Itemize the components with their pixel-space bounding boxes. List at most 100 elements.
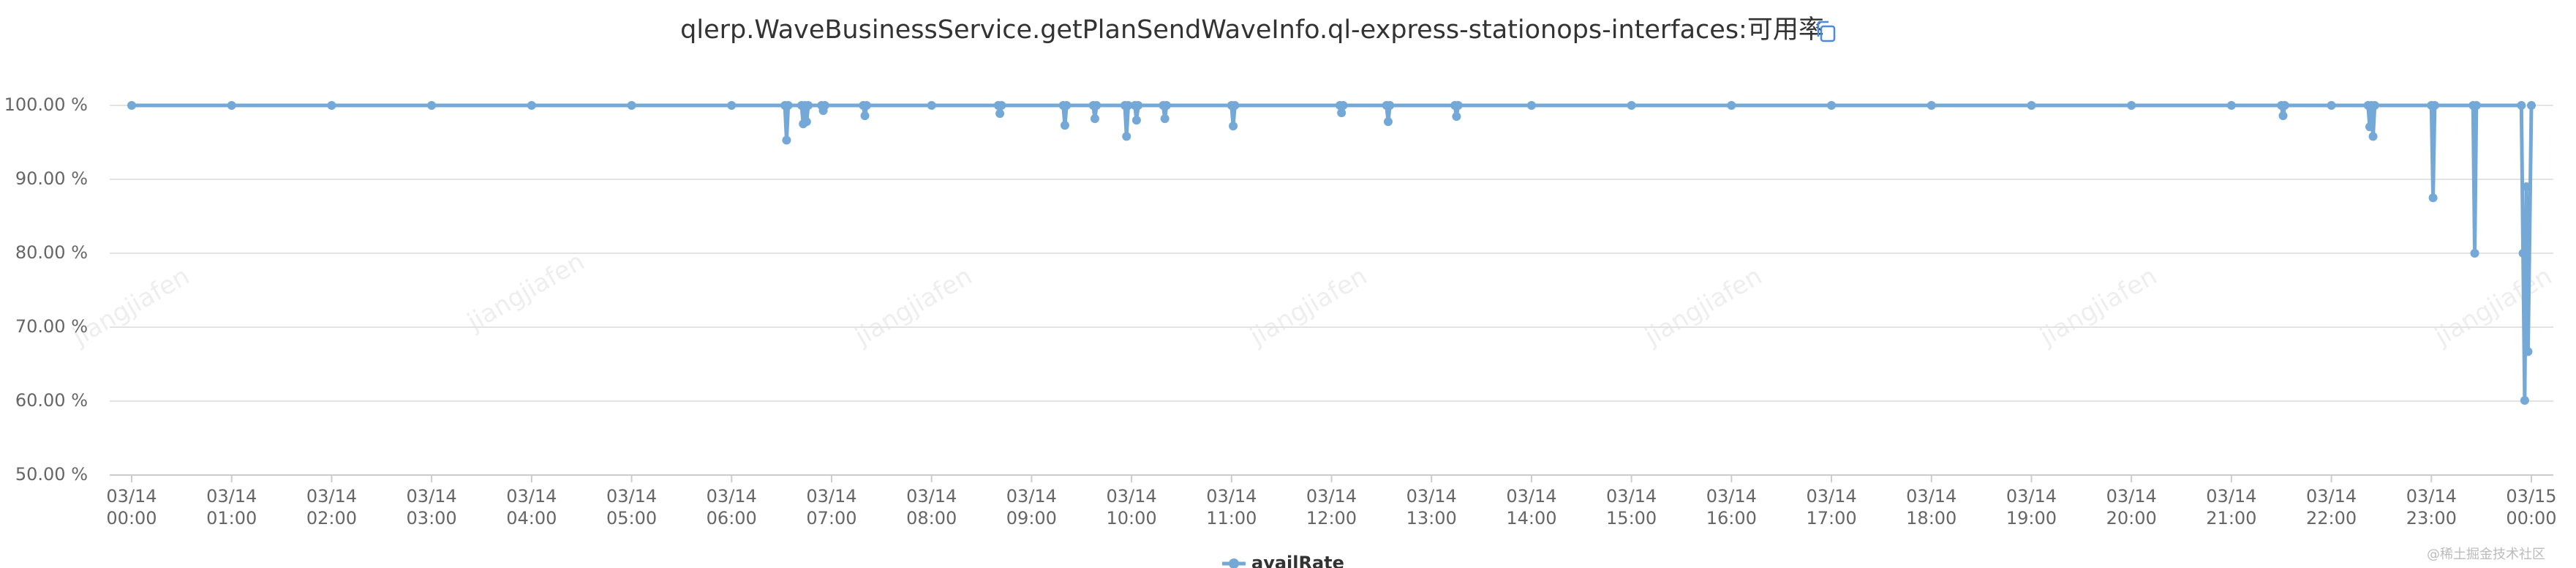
data-point <box>2226 101 2236 110</box>
data-point <box>2520 395 2529 405</box>
data-point <box>527 101 536 110</box>
data-point <box>1453 101 1463 110</box>
x-tick-label: 03/14 01:00 <box>206 486 257 528</box>
data-point <box>2470 249 2479 258</box>
data-point <box>2280 101 2289 110</box>
x-tick-label: 03/14 15:00 <box>1606 486 1657 528</box>
data-point <box>1230 101 1240 110</box>
x-tick-label: 03/14 07:00 <box>806 486 857 528</box>
x-tick-label: 03/14 03:00 <box>406 486 457 528</box>
data-point <box>2365 122 2374 132</box>
y-tick-label: 50.00 % <box>15 464 88 485</box>
data-point <box>2517 101 2526 110</box>
data-point <box>1160 114 1170 124</box>
data-point <box>2278 111 2288 121</box>
data-point <box>1134 101 1143 110</box>
data-point <box>860 111 870 121</box>
watermark: jiangjiafen <box>462 247 590 337</box>
data-point <box>2127 101 2136 110</box>
x-tick-label: 03/14 05:00 <box>606 486 658 528</box>
data-point <box>1123 101 1133 110</box>
data-point <box>1090 114 1099 124</box>
data-point <box>427 101 437 110</box>
data-point <box>1060 121 1069 130</box>
watermark: jiangjiafen <box>850 261 977 352</box>
data-point <box>927 101 936 110</box>
watermark: jiangjiafen <box>2430 261 2557 352</box>
data-point <box>1337 108 1347 118</box>
data-point <box>1727 101 1736 110</box>
watermark: jiangjiafen <box>67 261 195 352</box>
x-tick-label: 03/15 00:00 <box>2506 486 2557 528</box>
x-tick-label: 03/14 04:00 <box>506 486 557 528</box>
data-point <box>2471 101 2481 110</box>
x-tick-label: 03/14 22:00 <box>2305 486 2357 528</box>
data-point <box>127 101 136 110</box>
footer: @稀土掘金技术社区 <box>2427 547 2545 562</box>
data-point <box>1161 101 1171 110</box>
x-tick-label: 03/14 21:00 <box>2206 486 2257 528</box>
y-tick-label: 80.00 % <box>15 242 88 263</box>
data-point <box>995 109 1005 119</box>
x-tick-label: 03/14 16:00 <box>1706 486 1757 528</box>
x-tick-label: 03/14 14:00 <box>1506 486 1557 528</box>
data-point <box>1131 116 1141 125</box>
data-point <box>2430 101 2439 110</box>
watermark: jiangjiafen <box>1640 261 1767 352</box>
data-point <box>1452 112 1461 122</box>
data-point <box>2522 182 2531 192</box>
data-point <box>2370 101 2379 110</box>
x-tick-label: 03/14 02:00 <box>306 486 357 528</box>
x-tick-label: 03/14 23:00 <box>2406 486 2457 528</box>
data-point <box>227 101 236 110</box>
data-point <box>782 135 791 145</box>
x-tick-label: 03/14 10:00 <box>1106 486 1157 528</box>
data-point <box>2523 347 2533 356</box>
data-point <box>1627 101 1636 110</box>
y-tick-label: 70.00 % <box>15 316 88 337</box>
x-tick-label: 03/14 19:00 <box>2006 486 2057 528</box>
data-point <box>2428 193 2438 203</box>
x-tick-label: 03/14 00:00 <box>106 486 157 528</box>
x-tick-label: 03/14 08:00 <box>906 486 957 528</box>
y-tick-label: 90.00 % <box>15 168 88 189</box>
x-tick-label: 03/14 17:00 <box>1806 486 1857 528</box>
data-point <box>1122 132 1131 141</box>
data-point <box>327 101 336 110</box>
data-point <box>1927 101 1936 110</box>
x-tick-label: 03/14 11:00 <box>1206 486 1257 528</box>
data-point <box>862 101 871 110</box>
data-point <box>802 117 811 127</box>
data-point <box>1092 101 1101 110</box>
data-point <box>1383 117 1393 127</box>
y-tick-label: 100.00 % <box>4 94 88 115</box>
x-tick-label: 03/14 13:00 <box>1406 486 1457 528</box>
data-point <box>1062 101 1072 110</box>
data-point <box>997 101 1006 110</box>
data-point <box>2527 101 2536 110</box>
data-point <box>2027 101 2036 110</box>
data-point <box>804 101 813 110</box>
copy-icon[interactable] <box>1817 20 1836 42</box>
watermark: jiangjiafen <box>2035 261 2162 352</box>
data-point <box>820 101 829 110</box>
x-tick-label: 03/14 12:00 <box>1306 486 1357 528</box>
data-point <box>1827 101 1837 110</box>
x-tick-label: 03/14 06:00 <box>706 486 757 528</box>
data-point <box>1385 101 1395 110</box>
data-point <box>2368 132 2378 141</box>
data-point <box>727 101 737 110</box>
data-point <box>627 101 636 110</box>
data-point <box>1338 101 1348 110</box>
x-tick-label: 03/14 09:00 <box>1006 486 1057 528</box>
data-point <box>1526 101 1536 110</box>
x-tick-label: 03/14 20:00 <box>2106 486 2157 528</box>
data-point <box>2327 101 2336 110</box>
watermark: jiangjiafen <box>1245 261 1372 352</box>
data-point <box>783 101 793 110</box>
legend-icon <box>1229 558 1239 568</box>
y-tick-label: 60.00 % <box>15 390 88 411</box>
x-tick-label: 03/14 18:00 <box>1906 486 1957 528</box>
